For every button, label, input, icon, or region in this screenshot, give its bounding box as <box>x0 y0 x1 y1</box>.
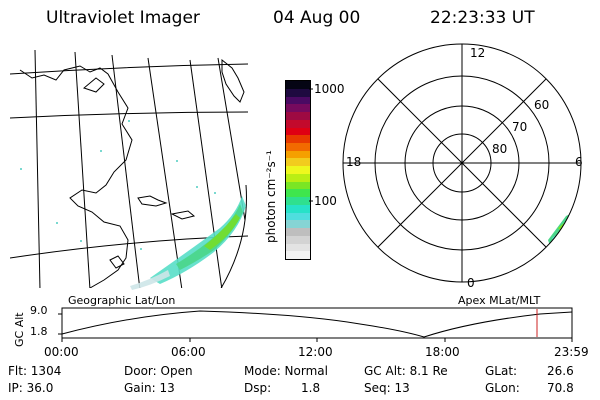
colorbar-segment <box>286 204 310 213</box>
timeline-frame <box>61 307 573 339</box>
meridian-line <box>34 50 41 288</box>
colorbar-segment <box>286 235 310 244</box>
timeline-ytick-1.8: 1.8 <box>30 325 48 338</box>
colorbar-segment <box>286 251 310 259</box>
status-glat-value: 26.6 <box>547 364 574 378</box>
parallel-line <box>10 111 248 119</box>
geographic-label: Geographic Lat/Lon <box>68 294 176 307</box>
colorbar-segment <box>286 127 310 136</box>
colorbar-segment <box>286 166 310 174</box>
status-ip: IP: 36.0 <box>8 381 54 395</box>
meridian-line <box>217 57 246 221</box>
status-mode: Mode: Normal <box>244 364 328 378</box>
coastline <box>221 58 245 103</box>
colorbar-segment <box>286 243 310 252</box>
lat-label-70: 70 <box>512 120 528 134</box>
status-gc-alt: GC Alt: 8.1 Re <box>364 364 448 378</box>
colorbar <box>285 80 311 260</box>
coastline <box>137 195 168 207</box>
status-seq: Seq: 13 <box>364 381 410 395</box>
colorbar-segment <box>286 189 310 198</box>
mlt-label-12: 12 <box>470 46 486 60</box>
polar-axis <box>377 78 547 248</box>
colorbar-segment <box>286 135 310 143</box>
colorbar-segment <box>286 112 310 120</box>
status-dsp-value: 1.8 <box>301 381 321 395</box>
status-glon-value: 70.8 <box>547 381 574 395</box>
apex-label: Apex MLat/MLT <box>458 294 541 307</box>
meridian-line <box>147 57 183 288</box>
colorbar-segment <box>286 96 310 105</box>
colorbar-segment <box>286 212 310 221</box>
status-door: Door: Open <box>124 364 193 378</box>
colorbar-segment <box>286 150 310 159</box>
colorbar-tick-1000: 1000 <box>314 82 345 96</box>
parallel-line <box>10 63 248 75</box>
colorbar-segment <box>286 158 310 167</box>
mlt-label-6: 6 <box>575 155 583 169</box>
coastline <box>19 65 133 288</box>
colorbar-segment <box>286 197 310 205</box>
status-dsp-label: Dsp: <box>244 381 272 395</box>
meridian-line <box>74 51 91 288</box>
timeline-xtick-2359: 23:59 <box>554 345 589 359</box>
app-title: Ultraviolet Imager <box>46 8 200 28</box>
colorbar-segment <box>286 119 310 128</box>
mlt-label-0: 0 <box>467 276 475 290</box>
status-glon-label: GLon: <box>485 381 520 395</box>
colorbar-segment <box>286 142 310 151</box>
colorbar-segment <box>286 173 310 182</box>
status-flight: Flt: 1304 <box>8 364 62 378</box>
aurora-speckles <box>20 120 216 250</box>
colorbar-segment <box>286 88 310 97</box>
colorbar-segment <box>286 181 310 190</box>
timeline-xtick-0600: 06:00 <box>171 345 206 359</box>
colorbar-segment <box>286 104 310 113</box>
altitude-curve <box>61 310 573 338</box>
date-label: 04 Aug 00 <box>273 8 361 28</box>
timeline-ytick-9: 9.0 <box>30 304 48 317</box>
colorbar-segment <box>286 81 310 89</box>
timeline-xtick-0000: 00:00 <box>44 345 79 359</box>
timeline-xtick-1200: 12:00 <box>298 345 333 359</box>
time-label: 22:23:33 UT <box>430 8 535 28</box>
aurora-emission-map <box>130 196 246 290</box>
mlt-label-18: 18 <box>346 155 362 169</box>
coastline <box>82 77 105 93</box>
status-glat-label: GLat: <box>485 364 518 378</box>
status-gain: Gain: 13 <box>124 381 175 395</box>
colorbar-segment <box>286 228 310 236</box>
colorbar-tick-100: 100 <box>314 194 337 208</box>
globe-limb <box>220 184 247 288</box>
coastline <box>109 255 125 269</box>
meridian-line <box>111 54 141 288</box>
meridian-line <box>189 59 223 288</box>
lat-label-60: 60 <box>534 98 550 112</box>
colorbar-segment <box>286 220 310 229</box>
timeline-xtick-1800: 18:00 <box>425 345 460 359</box>
lat-label-80: 80 <box>492 142 508 156</box>
coastline <box>170 210 196 220</box>
